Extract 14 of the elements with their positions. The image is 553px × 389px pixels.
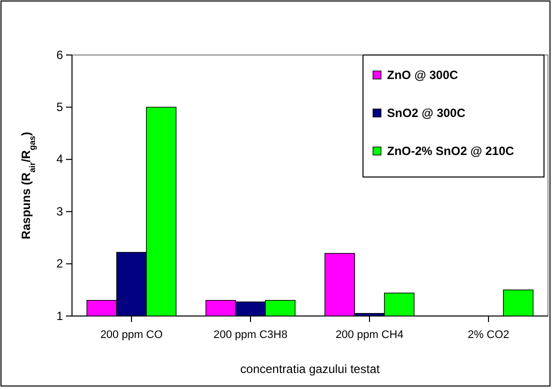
x-tick-label: 200 ppm CH4	[336, 329, 404, 342]
x-tick-label: 200 ppm CO	[100, 329, 164, 342]
y-tick-label: 1	[56, 308, 64, 323]
x-tick-label: 200 ppm C3H8	[214, 329, 288, 342]
y-tick-label: 2	[56, 256, 64, 271]
y-tick-label: 5	[56, 100, 64, 114]
x-tick-label: 2% CO2	[468, 329, 510, 342]
x-axis-title: concentratia gazului testat	[240, 362, 380, 376]
y-tick-label: 3	[56, 204, 64, 218]
legend-label: SnO2 @ 300C	[387, 106, 466, 120]
y-tick-label: 6	[56, 48, 64, 62]
legend-label: ZnO @ 300C	[387, 68, 458, 82]
legend-label: ZnO-2% SnO2 @ 210C	[387, 144, 514, 158]
y-tick-label: 4	[56, 152, 64, 166]
